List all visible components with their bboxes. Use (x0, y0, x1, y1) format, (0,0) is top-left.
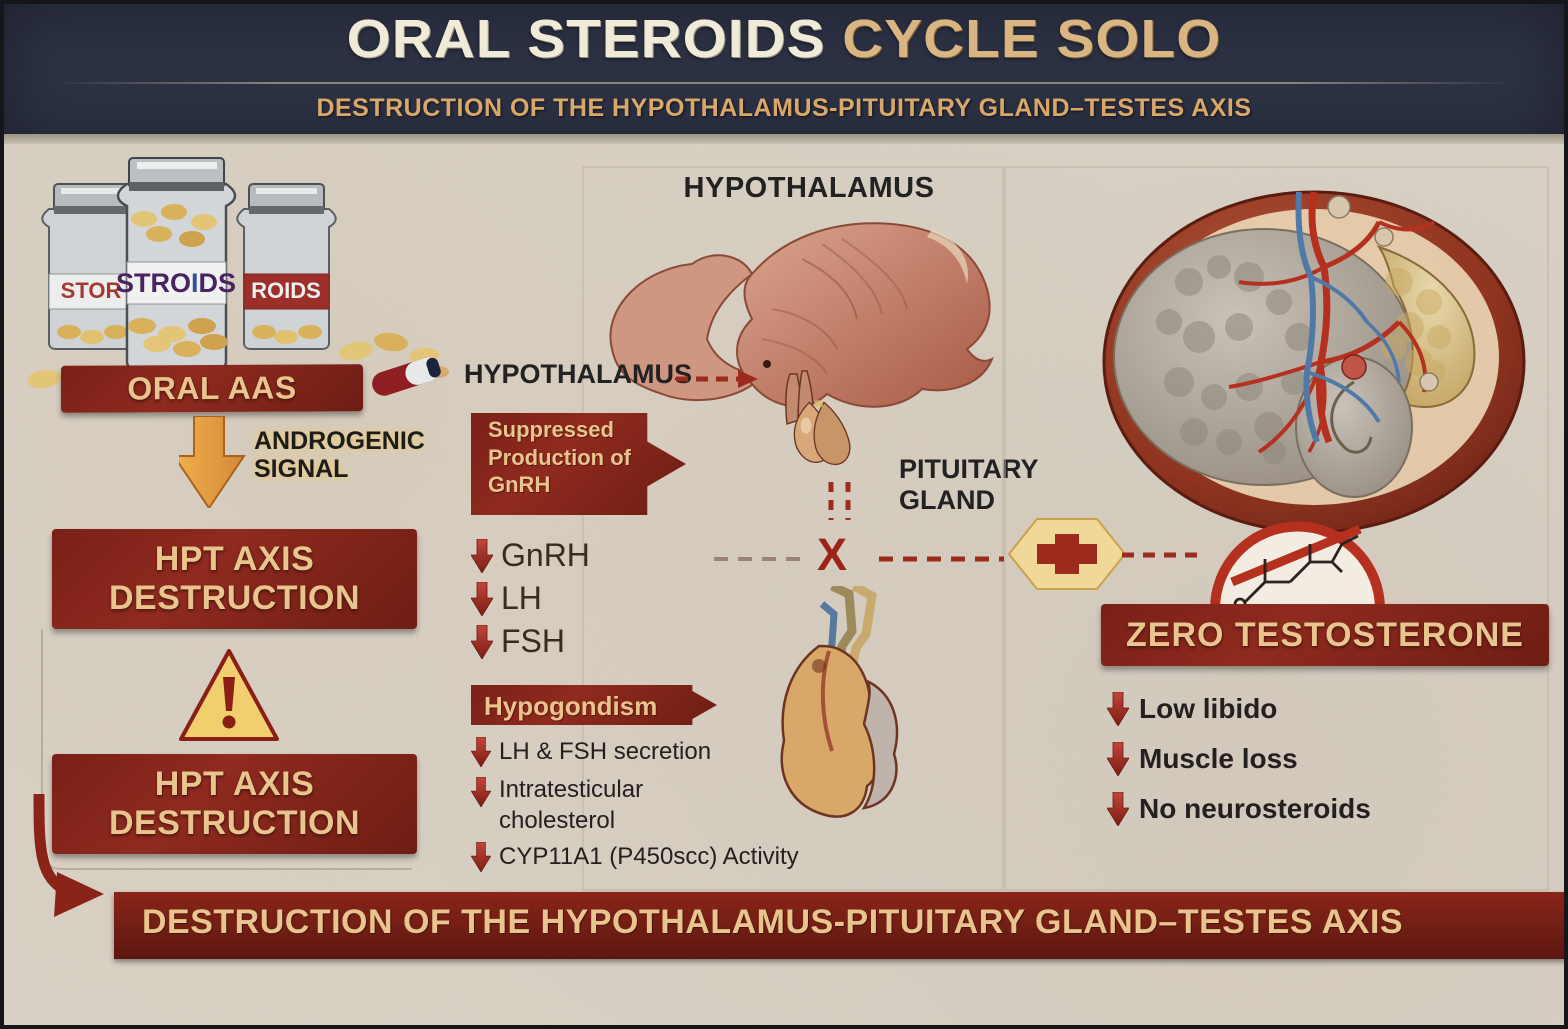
svg-text:ROIDS: ROIDS (251, 278, 321, 303)
svg-text:STOR: STOR (61, 278, 122, 303)
svg-text:STROIDS: STROIDS (116, 268, 236, 298)
